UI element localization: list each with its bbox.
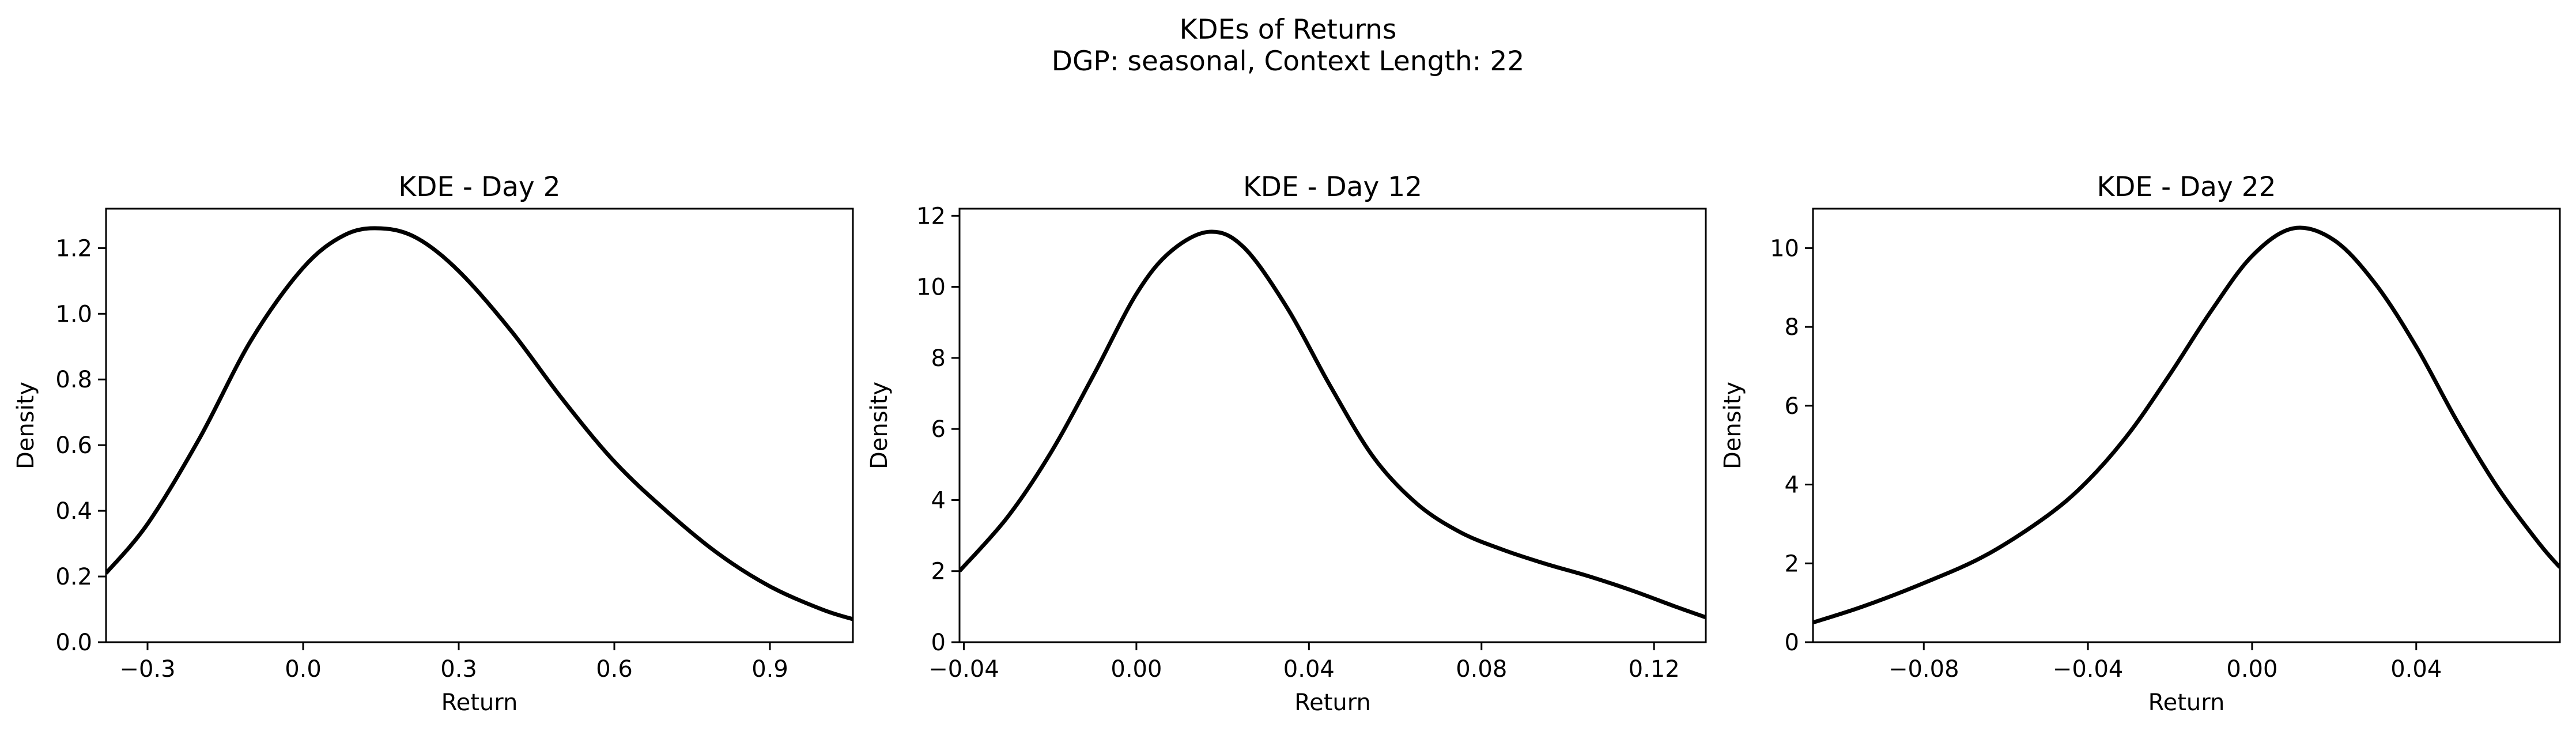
axes-frame xyxy=(1812,208,2561,643)
x-tick-label: 0.00 xyxy=(1111,656,1162,683)
x-tick-label: 0.9 xyxy=(751,656,788,683)
x-tick-label: 0.0 xyxy=(285,656,322,683)
y-axis-label: Density xyxy=(1720,382,1746,469)
x-tick-label: 0.00 xyxy=(2226,656,2277,683)
subplot-2: −0.04 0.00 0.04 0.08 0.12 0 2 4 6 8 10 12 KDE - Day … xyxy=(866,171,1707,716)
y-tick-label: 0.4 xyxy=(55,498,92,525)
y-tick-label: 2 xyxy=(1785,551,1799,577)
y-tick-label: 8 xyxy=(1785,314,1799,341)
subplot-1: −0.3 0.0 0.3 0.6 0.9 0.0 0.2 0.4 0.6 0.8 1.0 1.2 KDE… xyxy=(13,171,854,716)
subplot-3: −0.08 −0.04 0.00 0.04 0 2 4 6 8 10 KDE - Day 22 Ret… xyxy=(1720,171,2561,716)
y-tick-label: 8 xyxy=(931,345,946,372)
x-axis-label: Return xyxy=(2148,689,2225,716)
x-axis-label: Return xyxy=(1294,689,1371,716)
x-tick-label: 0.12 xyxy=(1629,656,1680,683)
y-tick-label: 0 xyxy=(931,630,946,656)
axes-frame xyxy=(958,208,1707,643)
axes-frame xyxy=(105,208,854,643)
x-tick-label: 0.6 xyxy=(596,656,633,683)
y-tick-label: 2 xyxy=(931,559,946,585)
kde-line xyxy=(106,226,853,621)
y-tick-label: 1.0 xyxy=(55,301,92,327)
x-tick-label: −0.08 xyxy=(1888,656,1959,683)
y-tick-label: 12 xyxy=(916,203,946,229)
x-tick-label: −0.04 xyxy=(928,656,999,683)
y-tick-label: 10 xyxy=(1770,235,1799,262)
subplot-title: KDE - Day 2 xyxy=(398,171,560,203)
x-tick-label: 0.04 xyxy=(2390,656,2442,683)
subplot-title: KDE - Day 22 xyxy=(2097,171,2276,203)
figure-title: KDEs of Returns xyxy=(1179,14,1397,46)
kde-line xyxy=(1813,225,2560,625)
y-tick-label: 6 xyxy=(1785,393,1799,420)
x-tick-label: 0.04 xyxy=(1283,656,1335,683)
y-tick-label: 0.6 xyxy=(55,432,92,459)
y-tick-label: 1.2 xyxy=(55,235,92,262)
y-tick-label: 10 xyxy=(916,274,946,301)
y-tick-label: 0.0 xyxy=(55,630,92,656)
x-tick-label: −0.04 xyxy=(2053,656,2124,683)
kde-line xyxy=(960,229,1706,620)
subplot-title: KDE - Day 12 xyxy=(1243,171,1422,203)
y-tick-label: 0 xyxy=(1785,630,1799,656)
x-tick-label: 0.3 xyxy=(440,656,477,683)
y-tick-label: 0.2 xyxy=(55,564,92,590)
x-axis-label: Return xyxy=(441,689,518,716)
y-tick-label: 4 xyxy=(1785,472,1799,499)
y-tick-label: 4 xyxy=(931,487,946,514)
y-axis-label: Density xyxy=(866,382,893,469)
figure-subtitle: DGP: seasonal, Context Length: 22 xyxy=(1051,46,1525,77)
y-tick-label: 0.8 xyxy=(55,367,92,393)
y-tick-label: 6 xyxy=(931,416,946,443)
x-tick-label: −0.3 xyxy=(119,656,175,683)
y-axis-label: Density xyxy=(13,382,39,469)
x-tick-label: 0.08 xyxy=(1456,656,1507,683)
